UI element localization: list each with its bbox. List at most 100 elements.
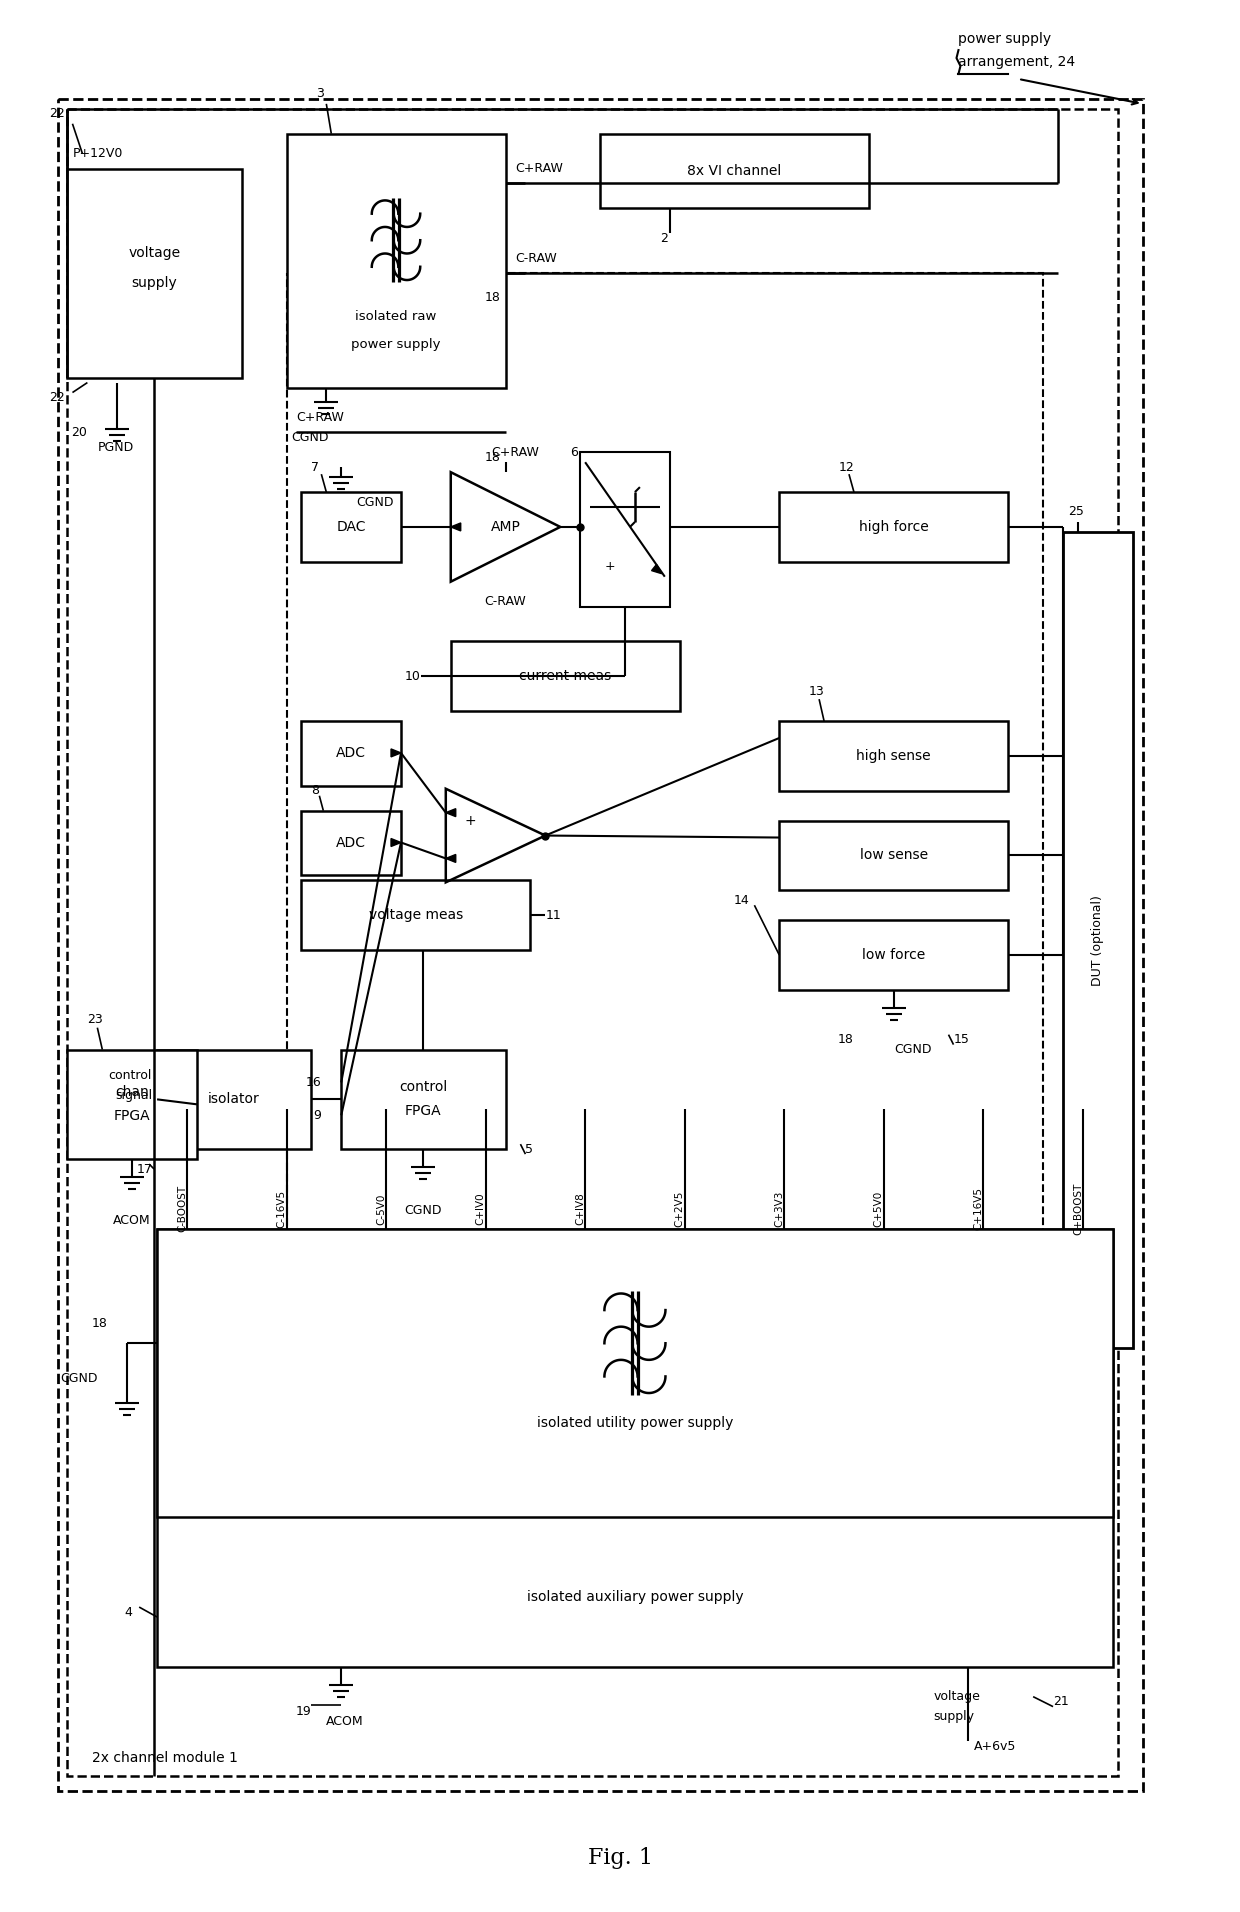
Text: 10: 10 bbox=[405, 669, 420, 683]
Text: chan: chan bbox=[115, 1086, 149, 1099]
Bar bbox=[779, 820, 1008, 891]
Polygon shape bbox=[451, 524, 461, 532]
Text: ACOM: ACOM bbox=[326, 1715, 365, 1728]
Text: 19: 19 bbox=[295, 1706, 311, 1719]
Text: C-BOOST: C-BOOST bbox=[177, 1185, 187, 1233]
Text: 7: 7 bbox=[311, 461, 320, 474]
Text: 4: 4 bbox=[124, 1606, 133, 1619]
Bar bbox=[286, 134, 506, 388]
Text: 18: 18 bbox=[838, 1032, 854, 1046]
Text: 12: 12 bbox=[839, 461, 854, 474]
Bar bbox=[580, 453, 670, 606]
Bar bbox=[1063, 532, 1132, 1348]
Text: CGND: CGND bbox=[60, 1371, 98, 1384]
Text: 2x channel module 1: 2x channel module 1 bbox=[92, 1751, 238, 1765]
Text: control: control bbox=[109, 1069, 153, 1082]
Text: C+IV0: C+IV0 bbox=[476, 1193, 486, 1226]
Text: FPGA: FPGA bbox=[114, 1109, 150, 1122]
Text: 8x VI channel: 8x VI channel bbox=[687, 164, 781, 178]
Text: 11: 11 bbox=[546, 908, 560, 922]
Text: low force: low force bbox=[862, 948, 925, 962]
Bar bbox=[67, 168, 242, 377]
Polygon shape bbox=[391, 839, 401, 847]
Bar bbox=[779, 491, 1008, 562]
Text: C-5V0: C-5V0 bbox=[376, 1193, 386, 1224]
Text: C-RAW: C-RAW bbox=[485, 595, 527, 608]
Text: 3: 3 bbox=[316, 88, 324, 99]
Bar bbox=[779, 721, 1008, 792]
Bar bbox=[286, 273, 1043, 1369]
Text: Fig. 1: Fig. 1 bbox=[588, 1847, 652, 1868]
Text: P+12V0: P+12V0 bbox=[72, 147, 123, 161]
Text: ADC: ADC bbox=[336, 836, 366, 849]
Text: 9: 9 bbox=[314, 1109, 321, 1122]
Text: C+IV8: C+IV8 bbox=[575, 1193, 585, 1226]
Text: A+6v5: A+6v5 bbox=[973, 1740, 1016, 1753]
Text: 18: 18 bbox=[92, 1317, 108, 1331]
Text: 2: 2 bbox=[660, 231, 667, 245]
Text: 21: 21 bbox=[1053, 1696, 1069, 1707]
Bar bbox=[301, 491, 401, 562]
Text: 20: 20 bbox=[72, 426, 87, 440]
Polygon shape bbox=[651, 564, 662, 574]
Text: low sense: low sense bbox=[859, 849, 928, 862]
Text: 13: 13 bbox=[810, 684, 825, 698]
Text: C+BOOST: C+BOOST bbox=[1073, 1184, 1083, 1235]
Text: 15: 15 bbox=[954, 1032, 970, 1046]
Text: high force: high force bbox=[859, 520, 929, 533]
Text: ACOM: ACOM bbox=[113, 1214, 151, 1228]
Text: CGND: CGND bbox=[291, 430, 329, 444]
Text: C+RAW: C+RAW bbox=[296, 411, 345, 424]
Bar bbox=[301, 721, 401, 786]
Text: voltage: voltage bbox=[934, 1690, 981, 1704]
Text: DUT (optional): DUT (optional) bbox=[1091, 895, 1105, 985]
Text: voltage: voltage bbox=[129, 247, 181, 260]
Text: ADC: ADC bbox=[336, 746, 366, 759]
Bar bbox=[341, 1050, 506, 1149]
Text: C+16V5: C+16V5 bbox=[973, 1187, 983, 1229]
Text: 5: 5 bbox=[526, 1143, 533, 1155]
Bar bbox=[301, 880, 531, 950]
Text: power supply: power supply bbox=[351, 338, 440, 352]
Text: 8: 8 bbox=[311, 784, 320, 797]
Bar bbox=[67, 109, 1117, 1776]
Bar bbox=[157, 1229, 1112, 1667]
Text: isolated auxiliary power supply: isolated auxiliary power supply bbox=[527, 1591, 743, 1604]
Text: C+RAW: C+RAW bbox=[516, 163, 563, 176]
Text: arrangement, 24: arrangement, 24 bbox=[959, 55, 1075, 69]
Text: 18: 18 bbox=[485, 451, 501, 465]
Text: DAC: DAC bbox=[336, 520, 366, 533]
Text: CGND: CGND bbox=[356, 495, 393, 509]
Text: C+5V0: C+5V0 bbox=[874, 1191, 884, 1228]
Bar bbox=[451, 641, 680, 711]
Text: 18: 18 bbox=[485, 291, 501, 304]
Text: isolated utility power supply: isolated utility power supply bbox=[537, 1417, 733, 1430]
Text: power supply: power supply bbox=[959, 33, 1052, 46]
Text: CGND: CGND bbox=[894, 1044, 931, 1055]
Bar bbox=[57, 99, 1142, 1792]
Text: 6: 6 bbox=[570, 445, 578, 459]
Text: FPGA: FPGA bbox=[404, 1105, 441, 1119]
Bar bbox=[67, 1050, 197, 1159]
Text: +: + bbox=[605, 560, 615, 574]
Text: isolated raw: isolated raw bbox=[356, 310, 436, 323]
Text: current meas: current meas bbox=[520, 669, 611, 683]
Text: supply: supply bbox=[934, 1709, 975, 1723]
Bar bbox=[157, 1229, 1112, 1518]
Text: 14: 14 bbox=[734, 893, 749, 906]
Bar bbox=[779, 920, 1008, 990]
Text: CGND: CGND bbox=[404, 1205, 441, 1218]
Text: 17: 17 bbox=[136, 1162, 153, 1176]
Polygon shape bbox=[446, 855, 456, 862]
Text: 23: 23 bbox=[87, 1013, 103, 1027]
Text: 22: 22 bbox=[50, 392, 66, 403]
Text: voltage meas: voltage meas bbox=[368, 908, 463, 922]
Text: AMP: AMP bbox=[491, 520, 521, 533]
Polygon shape bbox=[446, 809, 456, 816]
Text: C+RAW: C+RAW bbox=[491, 445, 539, 459]
Text: +: + bbox=[465, 815, 476, 828]
Polygon shape bbox=[391, 750, 401, 757]
Bar bbox=[600, 134, 869, 208]
Text: 16: 16 bbox=[305, 1076, 321, 1090]
Text: isolator: isolator bbox=[208, 1092, 259, 1107]
